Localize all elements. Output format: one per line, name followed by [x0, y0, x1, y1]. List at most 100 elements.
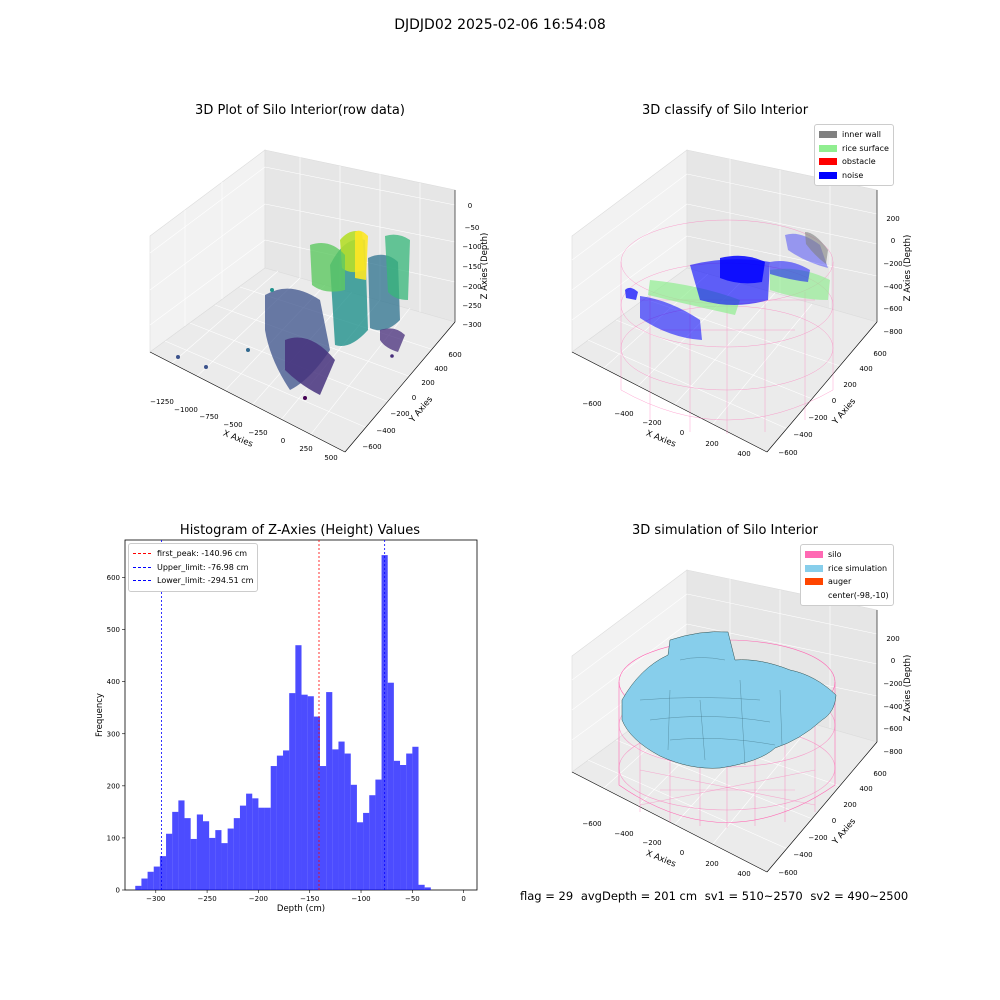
- histogram-bar: [326, 692, 333, 890]
- simulation-x-axis-label: X Axies: [644, 849, 677, 870]
- histogram-bar: [400, 765, 407, 890]
- simulation-z-axis-label: Z Axies (Depth): [903, 655, 913, 722]
- color-swatch: [819, 144, 837, 152]
- simulation-rice-surface: [621, 631, 837, 769]
- histogram-bar: [313, 716, 320, 890]
- classify-z-axis-label: Z Axies (Depth): [903, 235, 913, 302]
- status-sv1: sv1 = 510~2570: [704, 889, 803, 903]
- simulation-y-tick: 600: [873, 770, 886, 778]
- dashed-line-icon: [133, 553, 151, 555]
- classify-y-tick: −400: [793, 431, 812, 439]
- raw-x-tick: −1250: [150, 398, 174, 406]
- histogram-bar: [147, 871, 154, 890]
- x-tick-label: −200: [249, 895, 268, 903]
- raw-plot-title: 3D Plot of Silo Interior(row data): [195, 103, 405, 118]
- raw-z-tick: −50: [465, 224, 480, 232]
- simulation-x-tick: 200: [705, 860, 718, 868]
- x-tick-label: −50: [405, 895, 420, 903]
- histogram-bar: [159, 856, 167, 890]
- raw-x-tick: −1000: [174, 406, 198, 414]
- legend-item-first-peak: first_peak: -140.96 cm: [133, 547, 253, 561]
- simulation-y-tick: −200: [808, 834, 827, 842]
- x-tick-label: −100: [351, 895, 370, 903]
- histogram-bar: [307, 696, 314, 890]
- simulation-y-tick: 200: [843, 801, 856, 809]
- status-flag: flag = 29: [520, 889, 574, 903]
- classify-z-tick: −200: [883, 260, 902, 268]
- raw-y-tick: −200: [390, 410, 409, 418]
- raw-x-tick: 0: [281, 437, 285, 445]
- classify-legend: inner wall rice surface obstacle noise: [814, 124, 894, 186]
- histogram-bar: [332, 749, 339, 890]
- raw-y-tick: 0: [412, 394, 416, 402]
- histogram-bar: [178, 800, 185, 890]
- simulation-x-tick: 400: [737, 870, 750, 878]
- classify-x-tick: −200: [642, 419, 661, 427]
- histogram-bar: [221, 843, 228, 890]
- simulation-z-tick: 200: [886, 635, 899, 643]
- raw-y-tick: −400: [376, 427, 395, 435]
- color-swatch: [819, 171, 837, 179]
- histogram-bar: [412, 746, 419, 890]
- raw-x-tick: −750: [199, 413, 218, 421]
- color-swatch: [819, 131, 837, 139]
- legend-item-center: center(-98,-10): [805, 589, 889, 603]
- raw-z-tick: 0: [468, 202, 472, 210]
- simulation-z-tick: 0: [891, 657, 895, 665]
- raw-z-tick: −150: [462, 263, 481, 271]
- legend-item-noise: noise: [819, 169, 889, 183]
- x-tick-label: 0: [461, 895, 465, 903]
- classify-z-tick: −400: [883, 283, 902, 291]
- y-tick-label: 200: [107, 782, 120, 790]
- histogram-chart: −300 −250 −200 −150 −100 −50 0 0 100 200 300 400 50…: [95, 539, 478, 914]
- histogram-bar: [264, 807, 271, 890]
- simulation-x-tick: 0: [680, 849, 684, 857]
- histogram-bar: [276, 755, 284, 890]
- raw-z-tick: −100: [462, 243, 481, 251]
- histogram-bar: [209, 837, 216, 890]
- classify-z-tick: 0: [891, 237, 895, 245]
- raw-y-tick: 400: [434, 365, 447, 373]
- histogram-bar: [239, 805, 247, 890]
- classify-y-tick: −200: [808, 414, 827, 422]
- histogram-bar: [350, 784, 357, 890]
- simulation-axis-ticks: −600 −400 −200 0 200 400 X Axies −600 −4…: [582, 635, 913, 878]
- classify-y-tick: 600: [873, 350, 886, 358]
- histogram-bar: [424, 887, 431, 890]
- y-tick-label: 100: [107, 834, 120, 842]
- histogram-bar: [406, 753, 413, 890]
- raw-y-tick: 200: [421, 379, 434, 387]
- histogram-bars: [135, 555, 431, 890]
- histogram-bar: [227, 828, 234, 890]
- histogram-x-axis-label: Depth (cm): [277, 904, 325, 914]
- simulation-y-tick: 400: [859, 785, 872, 793]
- color-swatch: [819, 158, 837, 166]
- raw-z-axis-label: Z Axies (Depth): [480, 233, 490, 300]
- histogram-bar: [381, 555, 388, 890]
- y-tick-label: 0: [116, 887, 120, 895]
- y-tick-label: 500: [107, 626, 120, 634]
- legend-item-obstacle: obstacle: [819, 155, 889, 169]
- classify-z-tick: −800: [883, 328, 902, 336]
- classify-x-tick: −400: [614, 410, 633, 418]
- histogram-bar: [344, 753, 351, 890]
- simulation-legend: silo rice simulation auger center(-98,-1…: [800, 544, 894, 606]
- x-tick-label: −250: [197, 895, 216, 903]
- histogram-bar: [246, 793, 253, 890]
- histogram-bar: [196, 814, 203, 890]
- histogram-bar: [289, 693, 296, 890]
- classify-x-tick: −600: [582, 400, 601, 408]
- figure-title: DJDJD02 2025-02-06 16:54:08: [394, 17, 606, 33]
- legend-item-rice-surface: rice surface: [819, 142, 889, 156]
- histogram-bar: [393, 760, 401, 890]
- raw-x-tick: 500: [324, 454, 337, 462]
- histogram-bar: [215, 830, 222, 890]
- x-tick-label: −150: [300, 895, 319, 903]
- histogram-x-ticks: −300 −250 −200 −150 −100 −50 0: [146, 890, 466, 903]
- color-swatch: [805, 551, 823, 559]
- y-tick-label: 300: [107, 730, 120, 738]
- histogram-bar: [258, 807, 265, 890]
- histogram-bar: [356, 822, 364, 890]
- histogram-bar: [363, 812, 370, 890]
- histogram-y-axis-label: Frequency: [95, 693, 105, 737]
